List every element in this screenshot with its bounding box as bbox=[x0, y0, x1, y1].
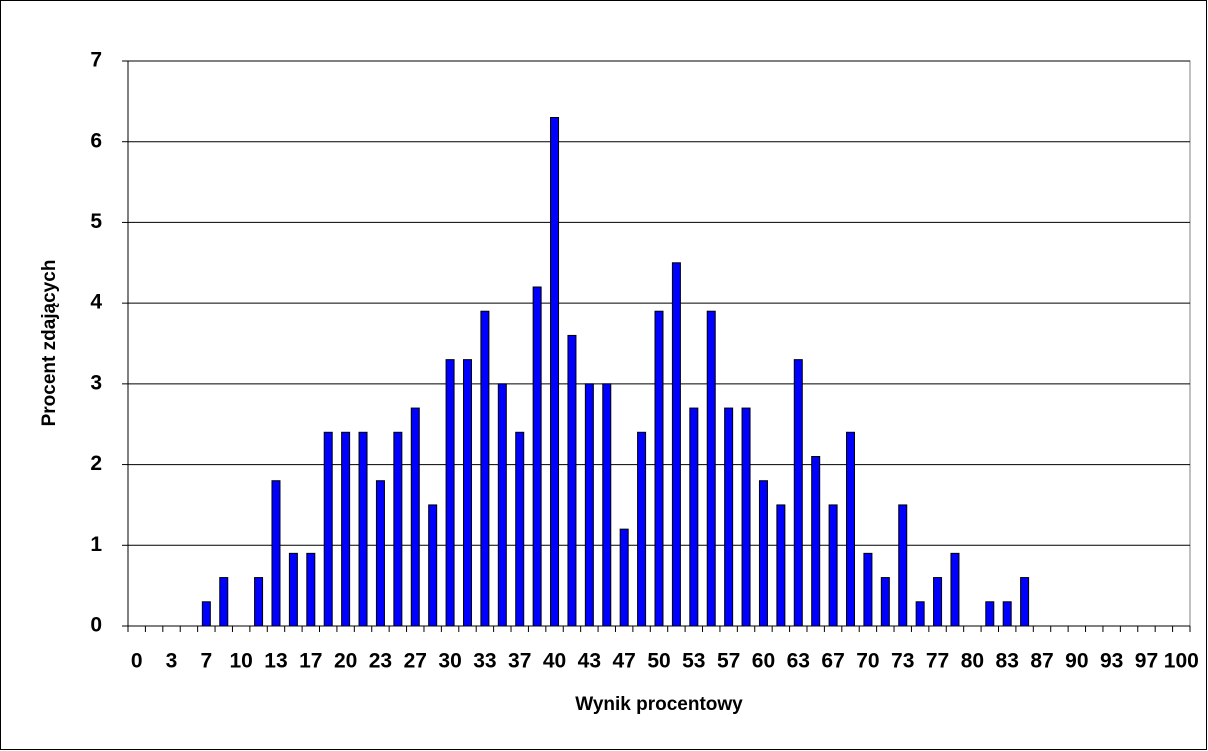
y-tick-label: 0 bbox=[90, 614, 102, 637]
x-tick-label: 43 bbox=[578, 650, 601, 673]
x-tick-label: 13 bbox=[264, 650, 287, 673]
bar bbox=[619, 528, 629, 627]
x-tick-label: 83 bbox=[996, 650, 1019, 673]
bar bbox=[776, 504, 786, 627]
bar bbox=[741, 407, 751, 627]
bar bbox=[428, 504, 438, 627]
bar bbox=[462, 359, 472, 627]
bar bbox=[584, 383, 594, 627]
x-tick-label: 10 bbox=[229, 650, 252, 673]
bar bbox=[985, 601, 995, 627]
bar bbox=[758, 480, 768, 627]
x-tick-label: 3 bbox=[166, 650, 178, 673]
y-tick-label: 1 bbox=[90, 533, 102, 556]
bar bbox=[602, 383, 612, 627]
bar bbox=[515, 431, 525, 627]
x-tick-label: 37 bbox=[508, 650, 531, 673]
bar bbox=[393, 431, 403, 627]
bar bbox=[567, 334, 577, 627]
bar bbox=[497, 383, 507, 627]
x-tick-label: 7 bbox=[201, 650, 213, 673]
bar bbox=[375, 480, 385, 627]
bar bbox=[410, 407, 420, 627]
bar bbox=[846, 431, 856, 627]
x-tick-label: 97 bbox=[1135, 650, 1158, 673]
x-tick-label: 100 bbox=[1164, 650, 1199, 673]
x-tick-label: 57 bbox=[717, 650, 740, 673]
x-tick-label: 63 bbox=[787, 650, 810, 673]
x-tick-label: 30 bbox=[438, 650, 461, 673]
x-tick-label: 50 bbox=[647, 650, 670, 673]
bar bbox=[863, 552, 873, 627]
bar bbox=[828, 504, 838, 627]
bar bbox=[1020, 577, 1030, 627]
x-tick-label: 47 bbox=[613, 650, 636, 673]
bar bbox=[671, 262, 681, 627]
y-tick-label: 6 bbox=[90, 129, 102, 152]
bar bbox=[532, 286, 542, 627]
y-tick-label: 3 bbox=[90, 371, 102, 394]
bar bbox=[706, 310, 716, 627]
bar bbox=[933, 577, 943, 627]
x-tick-label: 70 bbox=[856, 650, 879, 673]
x-tick-label: 80 bbox=[961, 650, 984, 673]
bar bbox=[915, 601, 925, 627]
y-tick-label: 2 bbox=[90, 452, 102, 475]
bar bbox=[550, 117, 560, 627]
bar bbox=[793, 359, 803, 627]
bar bbox=[341, 431, 351, 627]
bar bbox=[254, 577, 264, 627]
x-tick-label: 90 bbox=[1065, 650, 1088, 673]
x-tick-label: 20 bbox=[334, 650, 357, 673]
x-tick-label: 87 bbox=[1030, 650, 1053, 673]
x-tick-label: 27 bbox=[404, 650, 427, 673]
bar bbox=[880, 577, 890, 627]
bar bbox=[271, 480, 281, 627]
bar bbox=[654, 310, 664, 627]
y-tick-label: 4 bbox=[90, 291, 102, 314]
bar bbox=[288, 552, 298, 627]
bar bbox=[637, 431, 647, 627]
x-tick-label: 53 bbox=[682, 650, 705, 673]
bar bbox=[323, 431, 333, 627]
bar bbox=[689, 407, 699, 627]
bar bbox=[445, 359, 455, 627]
bar bbox=[201, 601, 211, 627]
x-tick-label: 40 bbox=[543, 650, 566, 673]
bar bbox=[950, 552, 960, 627]
bar bbox=[811, 456, 821, 627]
x-tick-label: 73 bbox=[891, 650, 914, 673]
bar bbox=[219, 577, 229, 627]
x-tick-label: 67 bbox=[821, 650, 844, 673]
bar bbox=[1002, 601, 1012, 627]
x-tick-label: 93 bbox=[1100, 650, 1123, 673]
bar bbox=[480, 310, 490, 627]
bar bbox=[358, 431, 368, 627]
x-tick-label: 60 bbox=[752, 650, 775, 673]
x-tick-label: 23 bbox=[369, 650, 392, 673]
bar bbox=[898, 504, 908, 627]
y-tick-label: 5 bbox=[90, 210, 102, 233]
y-tick-label: 7 bbox=[90, 49, 102, 72]
x-tick-label: 33 bbox=[473, 650, 496, 673]
x-tick-label: 77 bbox=[926, 650, 949, 673]
x-tick-label: 0 bbox=[131, 650, 143, 673]
x-axis-title: Wynik procentowy bbox=[575, 694, 743, 715]
x-tick-label: 17 bbox=[299, 650, 322, 673]
y-axis-title: Procent zdających bbox=[39, 260, 60, 427]
bar bbox=[724, 407, 734, 627]
bar bbox=[306, 552, 316, 627]
